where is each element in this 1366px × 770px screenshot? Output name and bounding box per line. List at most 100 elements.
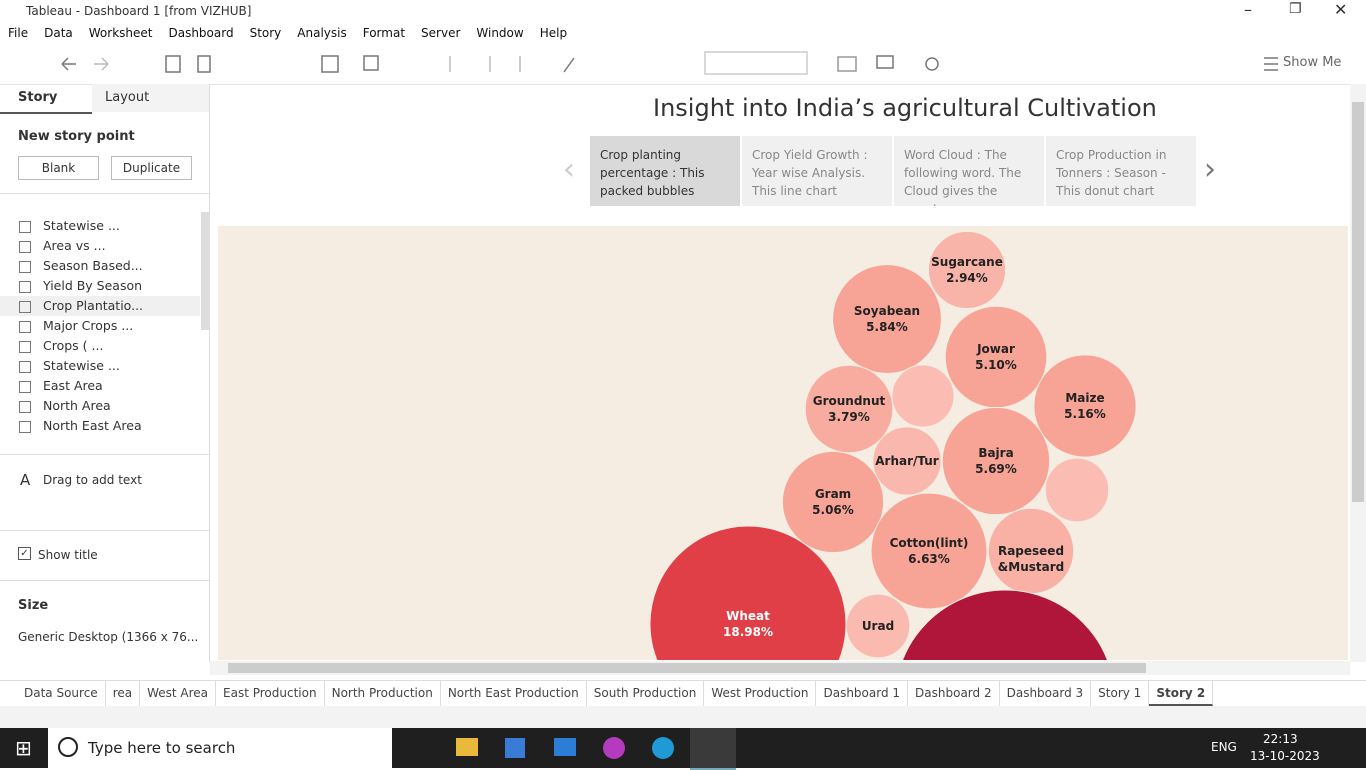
bubble[interactable] [1033,354,1137,458]
bubble-label: Maize [1065,391,1105,405]
sheet-item[interactable]: North Area [43,398,111,413]
maximize[interactable]: ❐ [1289,1,1302,17]
clock-time[interactable]: 22:13 [1263,732,1298,746]
drag-text[interactable]: Drag to add text [43,473,142,487]
sheet-item[interactable]: Statewise ... [43,218,120,233]
window-title: Tableau - Dashboard 1 [from VIZHUB] [26,4,252,18]
blank-button[interactable]: Blank [18,156,99,180]
sheet-item[interactable]: Crops ( ... [43,338,104,353]
bubble-value: 5.16% [1064,407,1106,421]
size-label: Size [18,598,49,613]
sheet-icon [19,281,31,293]
sheet-tab[interactable]: South Production [587,681,705,706]
next-arrow[interactable]: › [1204,152,1216,187]
sheet-item[interactable]: Crop Plantatio... [43,298,144,313]
sheet-icon [19,341,31,353]
bubble-label: Jowar [977,342,1015,356]
sheet-tab[interactable]: Data Source [0,681,106,706]
sheet-tab[interactable]: West Production [704,681,817,706]
sheet-tab[interactable]: North East Production [441,681,587,706]
start[interactable]: ⊞ [15,736,32,760]
title-bar: Tableau - Dashboard 1 [from VIZHUB] – ❐ … [0,0,1366,22]
prev-arrow[interactable]: ‹ [563,152,575,187]
show-title-checkbox[interactable]: ✓ [18,547,31,560]
tab-story[interactable]: Story [18,90,58,105]
language[interactable]: ENG [1211,740,1237,754]
bubble-value: 5.06% [812,503,854,517]
bubble[interactable] [870,492,988,610]
bubble-value: 6.63% [908,552,950,566]
sheet-item[interactable]: Major Crops ... [43,318,134,333]
menu-item[interactable]: Help [539,26,568,40]
story-point[interactable]: Crop planting percentage : This packed b… [590,136,740,206]
menu-item[interactable]: Server [421,26,461,40]
sheet-item[interactable]: Statewise ... [43,358,120,373]
bubble-label: Sugarcane [931,255,1003,269]
menu-item[interactable]: Dashboard [168,26,234,40]
selected-row [0,296,200,316]
size-dropdown[interactable]: Generic Desktop (1366 x 76... [18,630,199,644]
bubble-label: Cotton(lint) [889,536,969,550]
sheet-icon [19,321,31,333]
bubble[interactable] [781,450,885,554]
bubble-label: Soyabean [853,304,921,318]
bubble-chart [649,230,1137,660]
sheet-item[interactable]: Area vs ... [43,238,106,253]
sheet-tab[interactable]: West Area [140,681,217,706]
sheet-item[interactable]: Season Based... [43,258,143,273]
toolbar-icons [61,51,1278,75]
sheet-icon [19,401,31,413]
bubble[interactable] [927,230,1007,310]
clock-date[interactable]: 13-10-2023 [1250,749,1320,763]
bubble[interactable] [941,406,1051,516]
bubble[interactable] [1044,457,1110,523]
sheet-tab[interactable]: East Production [216,681,325,706]
bubble[interactable] [872,426,942,496]
sheet-tab[interactable]: Dashboard 1 [816,681,909,706]
menu-item[interactable]: Window [476,26,524,40]
menu-item[interactable]: Data [44,26,73,40]
menu-item[interactable]: File [8,26,29,40]
sheet-item[interactable]: North East Area [43,418,142,433]
new-story-point: New story point [18,129,135,144]
sheet-icon [19,261,31,273]
menu-item[interactable]: Worksheet [88,26,153,40]
taskbar: ⊞ Type here to search ENG 22:13 13-10-20… [0,728,1366,770]
menu-item[interactable]: Format [362,26,406,40]
bubble-label: Arhar/Tur [875,454,939,468]
story-point[interactable]: Word Cloud : The following word. The Clo… [894,136,1044,206]
sheet-icon [19,301,31,313]
duplicate-button[interactable]: Duplicate [111,156,192,180]
bubble[interactable] [891,364,955,428]
sheet-tab[interactable]: North Production [325,681,441,706]
sheet-tab[interactable]: Dashboard 2 [908,681,1000,706]
sheet-tab[interactable]: rea [106,681,141,706]
story-point[interactable]: Crop Yield Growth : Year wise Analysis. … [742,136,892,206]
bubble-label: Gram [814,487,852,501]
bubble-label: Wheat [726,609,770,623]
show-me[interactable]: Show Me [1283,55,1342,70]
sheet-tab[interactable]: Dashboard 3 [1000,681,1092,706]
bubble[interactable] [845,593,911,659]
sheet-icon [19,361,31,373]
menu-item[interactable]: Story [249,26,282,40]
bubble-value: 5.84% [866,320,908,334]
sheet-item[interactable]: East Area [43,378,103,393]
sheet-tab[interactable]: Story 1 [1091,681,1150,706]
show-title: Show title [38,548,98,562]
close[interactable]: ✕ [1334,0,1348,19]
story-title: Insight into India’s agricultural Cultiv… [653,94,1157,122]
minimize[interactable]: – [1244,0,1252,19]
sheet-item[interactable]: Yield By Season [43,278,143,293]
bubble[interactable] [832,264,942,374]
tab-layout[interactable]: Layout [105,90,150,105]
sheet-icon [19,221,31,233]
bubble-label: Rapeseed &Mustard [997,544,1065,574]
bubble[interactable] [895,589,1115,660]
sheet-icon [19,381,31,393]
sheet-tab[interactable]: Story 2 [1149,681,1214,706]
search-box[interactable]: Type here to search [88,739,236,757]
menu-item[interactable]: Analysis [297,26,347,40]
story-point[interactable]: Crop Production in Tonners : Season - Th… [1046,136,1196,206]
bubble[interactable] [804,364,894,454]
